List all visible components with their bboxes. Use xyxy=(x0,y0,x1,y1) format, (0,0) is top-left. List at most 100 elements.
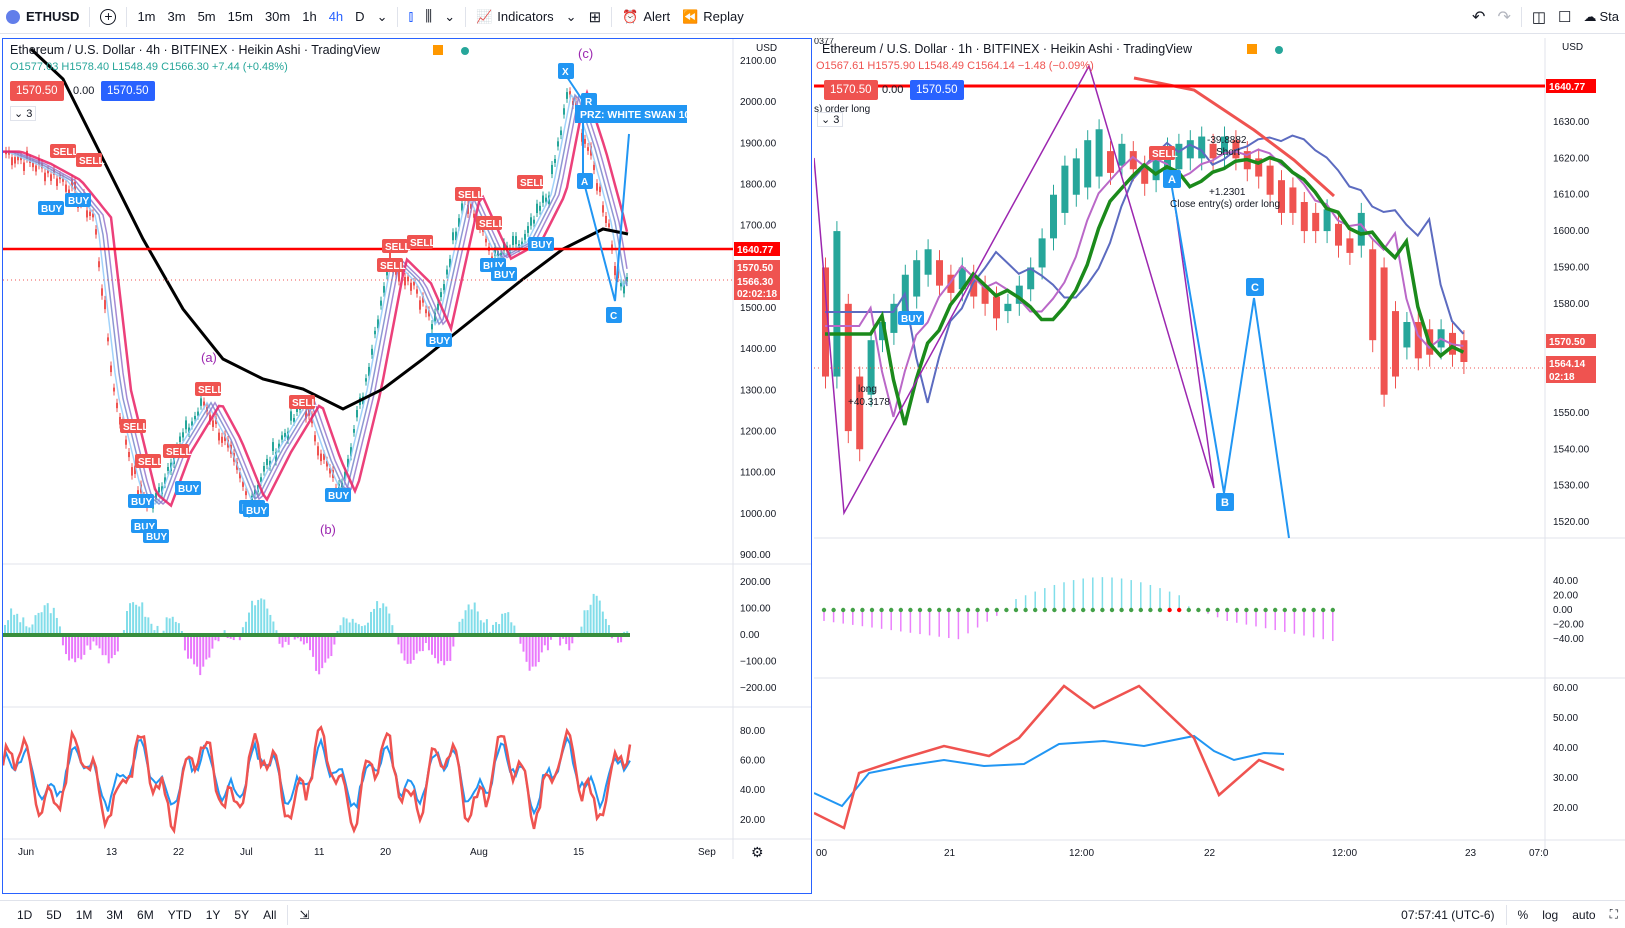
interval-d[interactable]: D xyxy=(355,9,365,24)
layout-button[interactable]: ⊞ xyxy=(583,0,608,34)
interval-3m[interactable]: 3m xyxy=(167,9,186,24)
interval-30m[interactable]: 30m xyxy=(264,9,291,24)
indicators-button[interactable]: 📈 Indicators xyxy=(470,0,560,34)
price-axis-label: 1600.00 xyxy=(1553,226,1590,237)
candle-body xyxy=(212,420,214,427)
candle-body xyxy=(119,416,121,425)
time-axis-label: 15 xyxy=(573,847,585,858)
last-price-tag: 1564.14 xyxy=(1549,359,1586,370)
candle-body xyxy=(503,242,505,251)
sell-signal: SELL xyxy=(520,178,546,189)
bar-style-button[interactable]: ⫾ xyxy=(402,0,419,34)
sell-signal-bg xyxy=(135,454,161,468)
candle-body xyxy=(539,205,541,211)
interval-4h[interactable]: 4h xyxy=(328,9,344,24)
buy-price-button[interactable]: 1570.50 xyxy=(101,81,155,101)
range-all[interactable]: All xyxy=(263,907,277,922)
candle-body xyxy=(524,233,526,240)
rsi-axis-label: 40.00 xyxy=(1553,743,1578,754)
range-ytd[interactable]: YTD xyxy=(167,907,192,922)
candle-body xyxy=(455,231,457,241)
candle-body xyxy=(536,203,538,214)
chart-pane-1h[interactable]: 1630.00 1620.00 1610.00 1600.00 1590.00 1580.… xyxy=(814,38,1625,894)
layout-select-button[interactable]: ☐ xyxy=(1552,0,1577,34)
range-1y[interactable]: 1Y xyxy=(205,907,221,922)
replay-button[interactable]: ⏪ Replay xyxy=(676,0,750,34)
indicators-dropdown[interactable]: ⌄ xyxy=(560,0,583,34)
candle-body xyxy=(179,436,181,442)
range-6m[interactable]: 6M xyxy=(137,907,154,922)
layout-split-button[interactable]: ◫ xyxy=(1526,0,1552,34)
chart-canvas-4h[interactable]: 2100.002000.001900.001800.001700.001600.… xyxy=(3,39,811,893)
candle-body xyxy=(509,248,511,253)
interval-15m[interactable]: 15m xyxy=(227,9,253,24)
redo-button[interactable]: ↷ xyxy=(1491,0,1516,34)
time-axis-label: 00 xyxy=(816,848,828,859)
price-axis-label: 1620.00 xyxy=(1553,153,1590,164)
price-axis-label: 1100.00 xyxy=(740,468,776,479)
osc-zero-dot xyxy=(956,607,961,613)
osc-zero-dot xyxy=(1273,607,1278,613)
candle-body xyxy=(500,253,502,257)
osc-zero-dot xyxy=(1157,607,1163,613)
candle-body xyxy=(557,141,559,147)
indicators-collapse-button[interactable]: ⌄ 3 xyxy=(10,106,37,121)
candle-body xyxy=(98,261,100,268)
sell-price-button[interactable]: 1570.50 xyxy=(824,80,878,100)
plus-circle-icon: + xyxy=(100,8,117,25)
alert-label: Alert xyxy=(643,9,671,24)
currency-label[interactable]: USD xyxy=(1562,42,1584,53)
candle-body xyxy=(89,211,91,216)
currency-label[interactable]: USD xyxy=(756,43,778,54)
clock-timezone[interactable]: 07:57:41 (UTC-6) xyxy=(1401,907,1495,922)
buy-signal-bg xyxy=(898,311,924,325)
buy-price-button[interactable]: 1570.50 xyxy=(910,80,964,100)
auto-scale-toggle[interactable]: auto xyxy=(1572,907,1596,922)
fullscreen-button[interactable]: ⛶ xyxy=(1603,907,1625,922)
price-axis-label: 900.00 xyxy=(740,550,771,561)
save-cloud-button[interactable]: ☁ Sta xyxy=(1577,0,1625,34)
osc-axis-label: 20.00 xyxy=(1553,590,1578,601)
sell-signal: SELL xyxy=(385,242,411,253)
ma-green-line xyxy=(825,155,1465,426)
candle-body xyxy=(374,330,376,335)
chart-type-button[interactable]: ⫼ xyxy=(419,0,438,34)
undo-button[interactable]: ↶ xyxy=(1466,0,1491,34)
candle-body xyxy=(584,138,586,144)
range-3m[interactable]: 3M xyxy=(106,907,124,922)
candle-body xyxy=(224,434,226,442)
candle-body xyxy=(320,453,322,462)
time-axis-label: 13 xyxy=(106,847,118,858)
candle-body xyxy=(272,442,274,452)
interval-dropdown[interactable]: ⌄ xyxy=(371,0,394,34)
close-value: C1564.14 xyxy=(967,60,1015,72)
range-1d[interactable]: 1D xyxy=(17,907,33,922)
symbol-search[interactable]: ETHUSD xyxy=(0,0,85,34)
candle-body xyxy=(605,215,607,223)
range-5d[interactable]: 5D xyxy=(46,907,62,922)
candle-body xyxy=(158,487,160,493)
candle-body xyxy=(281,435,283,440)
candle-body xyxy=(416,289,418,294)
range-5y[interactable]: 5Y xyxy=(234,907,250,922)
compare-button[interactable]: + xyxy=(94,0,122,34)
interval-1m[interactable]: 1m xyxy=(137,9,156,24)
goto-date-button[interactable]: ⇲ xyxy=(292,908,316,922)
percent-scale-toggle[interactable]: % xyxy=(1517,907,1529,922)
candle-body xyxy=(23,162,25,171)
chart-canvas-1h[interactable]: 1630.00 1620.00 1610.00 1600.00 1590.00 1580.… xyxy=(814,38,1625,894)
alert-button[interactable]: ⏰ Alert xyxy=(616,0,676,34)
interval-5m[interactable]: 5m xyxy=(197,9,216,24)
indicators-collapse-button[interactable]: ⌄ 3 xyxy=(817,112,844,127)
candle-body xyxy=(1346,238,1354,253)
chart-pane-4h[interactable]: 2100.002000.001900.001800.001700.001600.… xyxy=(2,38,812,894)
candle-body xyxy=(20,156,22,161)
pattern-c-label-bg xyxy=(606,307,622,323)
chart-type-dropdown[interactable]: ⌄ xyxy=(438,0,461,34)
toolbar-divider xyxy=(397,6,399,27)
interval-1h[interactable]: 1h xyxy=(302,9,317,24)
sell-price-button[interactable]: 1570.50 xyxy=(10,81,64,101)
range-1m[interactable]: 1M xyxy=(75,907,93,922)
log-scale-toggle[interactable]: log xyxy=(1542,907,1559,922)
rsi-axis-label: 20.00 xyxy=(1553,803,1578,814)
